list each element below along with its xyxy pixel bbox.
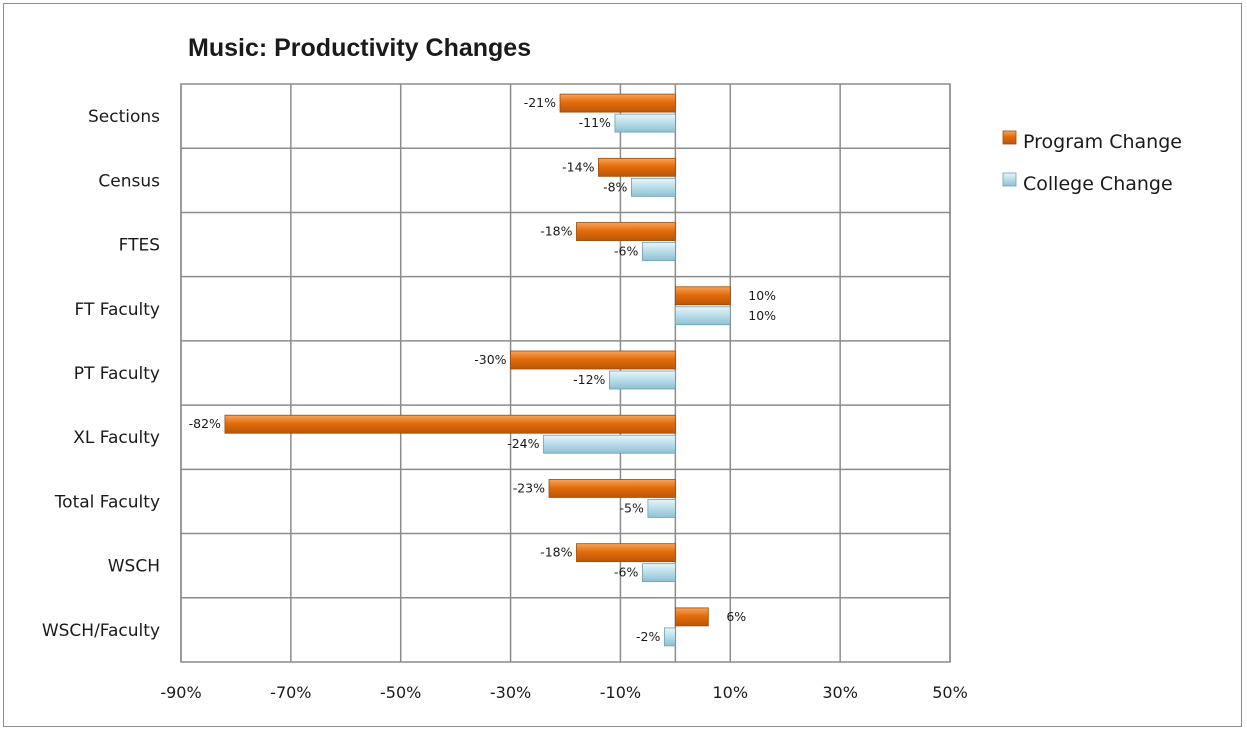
category-label: Sections	[88, 107, 160, 127]
program-change-bar	[674, 607, 709, 627]
category-axis: Sections Census FTES FT Faculty PT Faculty XL…	[42, 107, 160, 641]
x-tick-label: -10%	[600, 683, 641, 702]
college-change-bar	[642, 242, 676, 261]
college-change-label: 10%	[748, 308, 776, 323]
program-change-bar	[559, 93, 676, 113]
program-change-label: 10%	[748, 288, 776, 303]
college-change-label: -24%	[507, 436, 539, 451]
legend-swatch-program	[1002, 130, 1017, 145]
x-tick-label: 30%	[822, 683, 858, 702]
x-tick-label: 50%	[932, 683, 968, 702]
college-change-label: -2%	[636, 629, 660, 644]
value-axis: -90% -70% -50% -30% -10% 10% 30% 50%	[160, 683, 967, 702]
program-change-label: -18%	[540, 545, 572, 560]
college-change-label: -12%	[573, 372, 605, 387]
category-label: FT Faculty	[75, 300, 160, 320]
program-change-bar	[510, 350, 676, 370]
x-tick-label: -70%	[270, 683, 311, 702]
program-change-bar	[548, 479, 676, 498]
chart-title: Music: Productivity Changes	[188, 34, 531, 62]
college-change-label: -8%	[603, 179, 627, 194]
category-label: WSCH	[108, 557, 160, 577]
program-change-label: -30%	[474, 352, 506, 367]
program-change-label: 6%	[726, 609, 746, 624]
program-change-label: -82%	[189, 416, 221, 431]
program-change-label: -18%	[540, 224, 572, 239]
college-change-label: -5%	[620, 500, 644, 515]
x-tick-label: -90%	[160, 683, 201, 702]
program-change-bar	[674, 286, 731, 306]
college-change-bar	[663, 627, 676, 647]
category-label: XL Faculty	[73, 428, 160, 448]
category-label: Census	[98, 171, 160, 191]
college-change-label: -6%	[614, 565, 638, 580]
x-tick-label: 10%	[713, 683, 749, 702]
college-change-bar	[614, 113, 676, 133]
x-tick-label: -30%	[490, 683, 531, 702]
college-change-bar	[647, 499, 676, 518]
program-change-bar	[224, 414, 676, 434]
category-label: WSCH/Faculty	[42, 621, 160, 641]
x-tick-label: -50%	[380, 683, 421, 702]
college-change-bar	[674, 306, 731, 326]
program-change-bar	[576, 543, 676, 563]
college-change-bar	[609, 370, 676, 390]
data-labels: -21% -14% -18% 10% -30% -82% -23% -18% 6% -11% -8%…	[189, 95, 777, 644]
legend: Program Change College Change	[1002, 130, 1182, 195]
program-change-bar	[576, 222, 676, 241]
legend-swatch-college	[1002, 172, 1017, 187]
program-change-label: -21%	[524, 95, 556, 110]
college-change-bar	[631, 177, 676, 197]
college-change-label: -11%	[579, 115, 611, 130]
program-change-label: -14%	[562, 159, 594, 174]
college-change-bar	[543, 434, 676, 454]
program-change-label: -23%	[513, 480, 545, 495]
legend-label-program: Program Change	[1023, 131, 1182, 153]
bars	[224, 93, 731, 647]
category-label: Total Faculty	[54, 492, 160, 512]
legend-label-college: College Change	[1023, 173, 1173, 195]
program-change-bar	[598, 157, 676, 177]
college-change-label: -6%	[614, 244, 638, 259]
category-label: FTES	[119, 236, 160, 256]
college-change-bar	[642, 563, 676, 583]
category-label: PT Faculty	[74, 364, 160, 384]
